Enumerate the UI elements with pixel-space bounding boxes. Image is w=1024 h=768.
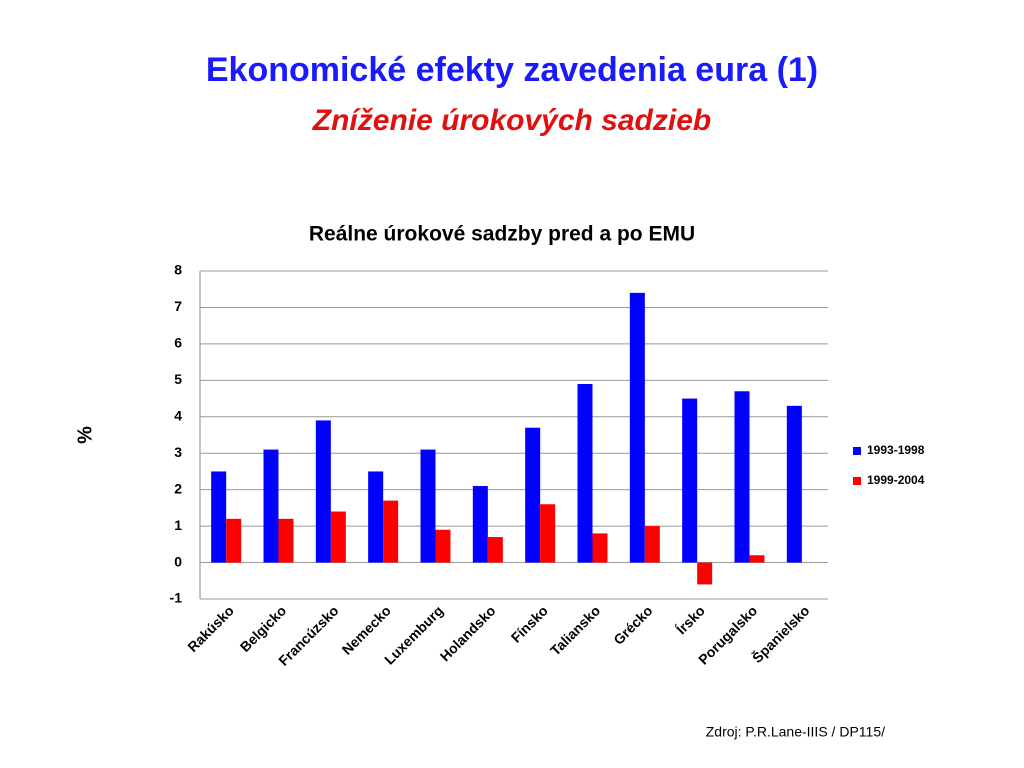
x-tick-label: Rakúsko <box>184 602 237 655</box>
bar <box>263 449 279 563</box>
bar <box>315 420 331 563</box>
bar <box>697 562 713 585</box>
bar <box>734 391 750 563</box>
bar <box>278 518 294 563</box>
bar <box>525 427 541 563</box>
x-tick-label: Španielsko <box>748 602 812 666</box>
y-tick-label: -1 <box>170 590 183 606</box>
bar <box>592 533 608 563</box>
y-tick-label: 2 <box>174 480 182 496</box>
x-tick-label: Fínsko <box>508 602 551 645</box>
y-tick-label: 6 <box>174 335 182 351</box>
chart-title: Reálne úrokové sadzby pred a po EMU <box>309 223 695 246</box>
bar <box>540 504 556 563</box>
y-tick-label: 7 <box>174 298 182 314</box>
bar <box>435 529 451 563</box>
y-tick-label: 4 <box>174 407 182 423</box>
x-tick-label: Nemecko <box>339 602 394 657</box>
bar <box>383 500 399 563</box>
legend-label: 1999-2004 <box>867 473 925 487</box>
bar <box>682 398 698 563</box>
x-tick-label: Írsko <box>673 602 708 637</box>
x-tick-label: Belgicko <box>237 602 290 655</box>
legend-swatch <box>853 477 861 485</box>
bar <box>786 405 802 563</box>
y-tick-label: 5 <box>174 371 182 387</box>
y-tick-label: 0 <box>174 553 182 569</box>
legend-swatch <box>853 447 861 455</box>
bar <box>577 383 593 563</box>
slide-subtitle: Zníženie úrokových sadzieb <box>312 104 711 137</box>
source-note: Zdroj: P.R.Lane-IIIS / DP115/ <box>706 724 885 740</box>
y-tick-label: 8 <box>174 262 182 278</box>
bar <box>487 537 503 563</box>
y-axis-label: % <box>74 426 96 444</box>
bar <box>472 486 488 563</box>
bar <box>749 555 765 563</box>
y-tick-label: 3 <box>174 444 182 460</box>
bar <box>211 471 227 563</box>
bar <box>226 518 242 563</box>
x-tick-label: Holandsko <box>437 602 499 664</box>
bar <box>644 526 660 563</box>
y-tick-label: 1 <box>174 517 182 533</box>
legend-label: 1993-1998 <box>867 443 925 457</box>
x-tick-label: Grécko <box>610 602 655 647</box>
slide-title: Ekonomické efekty zavedenia eura (1) <box>206 51 818 89</box>
x-tick-label: Taliansko <box>547 602 603 658</box>
bar <box>420 449 436 563</box>
bar <box>629 292 645 563</box>
bar <box>368 471 384 563</box>
bar <box>330 511 346 563</box>
